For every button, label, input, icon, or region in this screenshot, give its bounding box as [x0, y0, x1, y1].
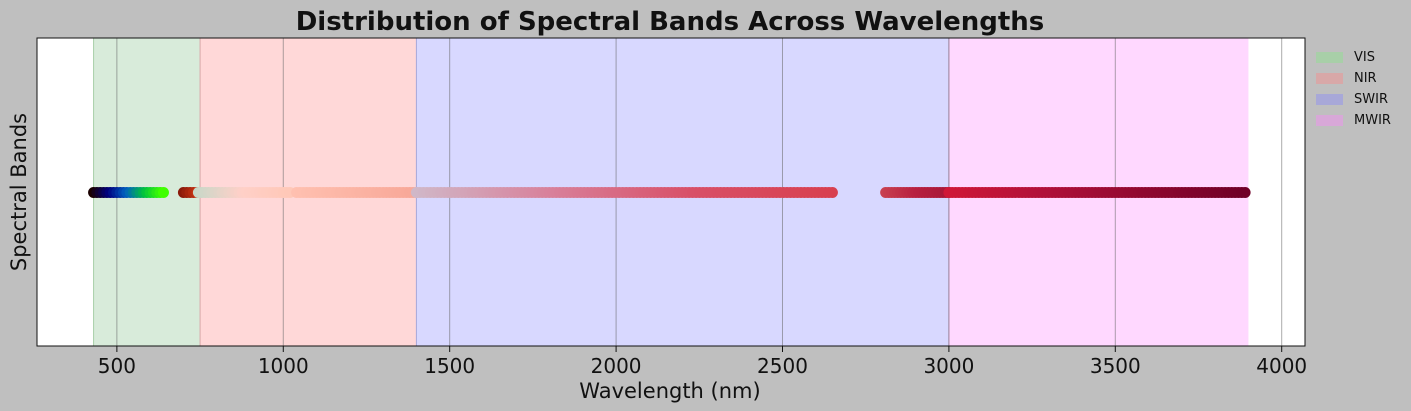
- legend-item-nir: NIR: [1316, 68, 1391, 89]
- x-tick-label: 3000: [923, 354, 974, 378]
- x-tick-label: 3500: [1090, 354, 1141, 378]
- legend-label: NIR: [1354, 71, 1377, 86]
- plot-frame: [36, 37, 1306, 347]
- x-axis-label: Wavelength (nm): [579, 379, 760, 403]
- legend-label: VIS: [1354, 50, 1375, 65]
- legend-label: MWIR: [1354, 113, 1391, 128]
- legend-swatch: [1316, 73, 1343, 84]
- legend-swatch: [1316, 52, 1343, 63]
- x-tick-label: 500: [98, 354, 136, 378]
- band-point: [826, 187, 838, 198]
- x-tick-label: 2500: [757, 354, 808, 378]
- legend-label: SWIR: [1354, 92, 1388, 107]
- legend-item-swir: SWIR: [1316, 89, 1391, 110]
- x-tick-label: 2000: [591, 354, 642, 378]
- x-tick-label: 4000: [1256, 354, 1307, 378]
- legend-swatch: [1316, 94, 1343, 105]
- legend-item-mwir: MWIR: [1316, 110, 1391, 131]
- y-axis-label: Spectral Bands: [7, 113, 31, 271]
- legend-item-vis: VIS: [1316, 47, 1391, 68]
- band-point: [157, 187, 169, 198]
- chart-title: Distribution of Spectral Bands Across Wa…: [296, 7, 1045, 37]
- band-point: [1239, 187, 1251, 198]
- x-tick-label: 1000: [258, 354, 309, 378]
- legend-swatch: [1316, 115, 1343, 126]
- x-tick-label: 1500: [424, 354, 475, 378]
- legend: VIS NIR SWIR MWIR: [1316, 47, 1391, 131]
